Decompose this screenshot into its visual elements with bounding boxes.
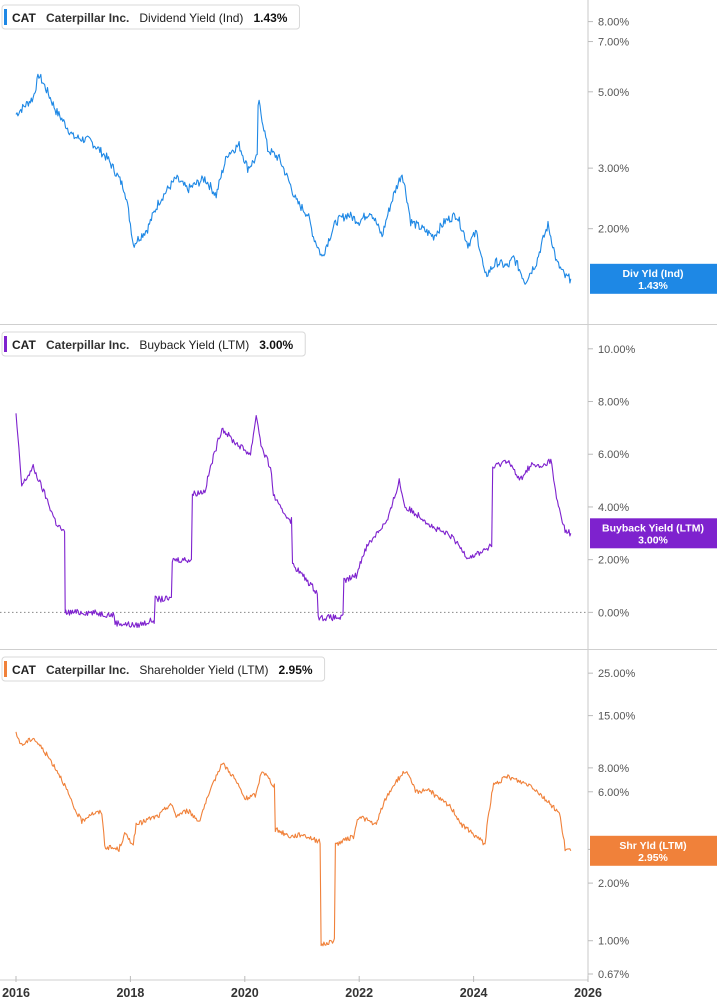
value-tag-buyback: Buyback Yield (LTM)3.00% [590, 518, 717, 549]
x-tick-label: 2022 [345, 986, 373, 1000]
legend-metric: Shareholder Yield (LTM) [139, 663, 268, 677]
y-tick-label: 8.00% [598, 397, 629, 409]
y-tick-label: 5.00% [598, 87, 629, 99]
value-tag-shareholder: Shr Yld (LTM)2.95% [590, 835, 717, 866]
value-tag-value: 3.00% [638, 534, 668, 546]
legend-symbol: CAT [12, 338, 36, 352]
legend-color-bar [4, 336, 7, 352]
value-tag-label: Shr Yld (LTM) [619, 840, 686, 852]
y-tick-label: 6.00% [598, 787, 629, 799]
x-tick-label: 2024 [460, 986, 488, 1000]
y-tick-label: 3.00% [598, 163, 629, 175]
legend-symbol: CAT [12, 11, 36, 25]
x-tick-label: 2026 [574, 986, 602, 1000]
legend-company: Caterpillar Inc. [46, 338, 129, 352]
legend-value: 2.95% [279, 663, 313, 677]
x-axis: 2016 2018 2020 2022 2024 2026 [0, 976, 602, 1000]
value-tag-box [590, 263, 717, 294]
y-tick-label: 2.00% [598, 555, 629, 567]
y-tick-label: 7.00% [598, 37, 629, 49]
value-tag-box [590, 518, 717, 549]
value-tag-value: 1.43% [638, 280, 668, 292]
y-tick-label: 6.00% [598, 449, 629, 461]
value-tag-value: 2.95% [638, 852, 668, 864]
series-line-buyback [15, 413, 572, 629]
legend-value: 3.00% [259, 338, 293, 352]
y-tick-label: 4.00% [598, 502, 629, 514]
y-tick-label: 2.00% [598, 224, 629, 236]
x-tick-label: 2018 [116, 986, 144, 1000]
y-tick-label: 2.00% [598, 878, 629, 890]
y-tick-label: 15.00% [598, 711, 636, 723]
legend-box [1, 656, 326, 682]
y-tick-label: 1.00% [598, 936, 629, 948]
series-line-dividend [15, 73, 572, 285]
panel-dividend: 8.00% 7.00% 5.00% 3.00% 2.00% CAT Caterpillar … [1, 4, 717, 294]
legend-company: Caterpillar Inc. [46, 11, 129, 25]
y-tick-label: 0.67% [598, 969, 629, 981]
legend-metric: Buyback Yield (LTM) [139, 338, 249, 352]
legend-color-bar [4, 661, 7, 677]
legend-dividend: CAT Caterpillar Inc. Dividend Yield (Ind) 1… [1, 4, 300, 30]
panel-shareholder: 25.00%15.00%8.00%6.00%3.00%2.00%1.00%0.6… [1, 656, 717, 981]
y-tick-label: 0.00% [598, 607, 629, 619]
value-tag-dividend: Div Yld (Ind)1.43% [590, 263, 717, 294]
y-tick-label: 10.00% [598, 344, 636, 356]
legend-metric: Dividend Yield (Ind) [139, 11, 243, 25]
y-tick-label: 25.00% [598, 668, 636, 680]
x-tick-label: 2020 [231, 986, 259, 1000]
legend-value: 1.43% [253, 11, 287, 25]
series-line-shareholder [15, 731, 572, 947]
panel-buyback: 10.00% 8.00% 6.00% 4.00% 2.00% 0.00% CAT Caterp… [0, 331, 717, 629]
value-tag-label: Div Yld (Ind) [622, 268, 683, 280]
legend-box [1, 4, 300, 30]
legend-company: Caterpillar Inc. [46, 663, 129, 677]
legend-symbol: CAT [12, 663, 36, 677]
legend-shareholder: CAT Caterpillar Inc. Shareholder Yield (LT… [1, 656, 326, 682]
x-tick-label: 2016 [2, 986, 30, 1000]
legend-color-bar [4, 9, 7, 25]
y-tick-label: 8.00% [598, 763, 629, 775]
value-tag-label: Buyback Yield (LTM) [602, 522, 704, 534]
y-tick-label: 8.00% [598, 17, 629, 29]
legend-box [1, 331, 306, 357]
legend-buyback: CAT Caterpillar Inc. Buyback Yield (LTM) 3.… [1, 331, 306, 357]
value-tag-box [590, 835, 717, 866]
